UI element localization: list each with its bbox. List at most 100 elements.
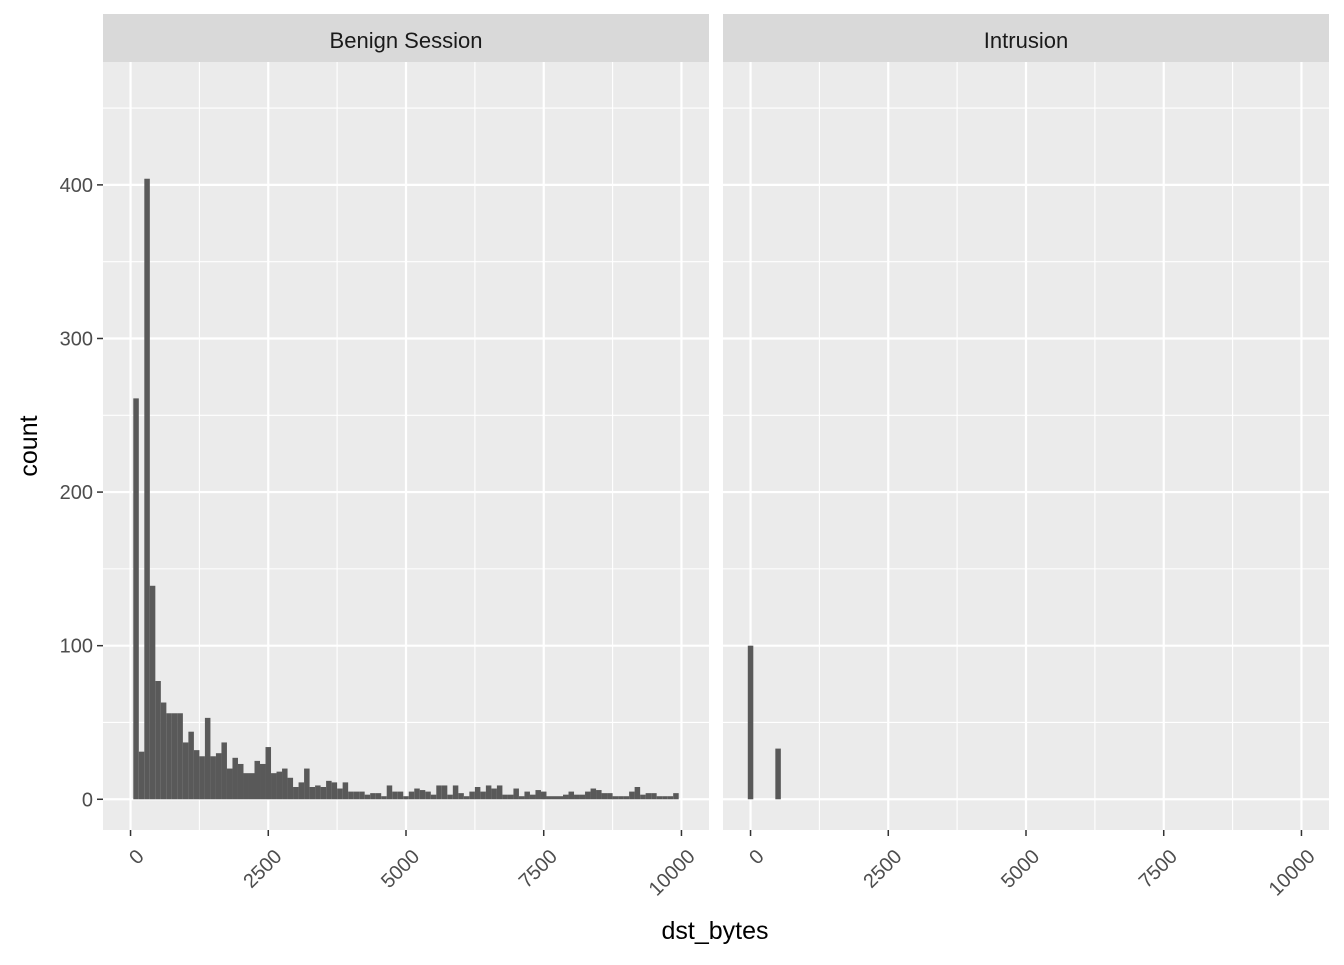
facet-panel-1: Intrusion 0 2500 5000 7500 10000 [723, 14, 1329, 900]
histogram-bar [221, 742, 227, 800]
histogram-bar [518, 796, 525, 800]
x-axis-title: dst_bytes [661, 917, 768, 945]
histogram-bar [248, 773, 255, 800]
histogram-bar [210, 756, 216, 800]
histogram-bar [392, 791, 398, 800]
histogram-bar [601, 793, 608, 800]
histogram-bar [193, 750, 200, 800]
histogram-bar [414, 788, 420, 800]
histogram-bar [331, 782, 338, 800]
histogram-bar [673, 793, 679, 800]
histogram-bar [320, 786, 327, 800]
x-tick-label: 0 [125, 846, 148, 869]
y-axis-title: count [15, 415, 43, 476]
histogram-bar [590, 788, 597, 800]
histogram-bar [563, 794, 569, 800]
histogram-bar [182, 742, 189, 800]
histogram-bar [133, 398, 139, 800]
histogram-bar [309, 786, 316, 800]
histogram-bar [568, 791, 575, 800]
histogram-bar [485, 785, 492, 800]
histogram-bar [574, 794, 580, 800]
histogram-bar [452, 785, 459, 800]
histogram-bar [747, 645, 754, 800]
histogram-bar [160, 702, 167, 800]
histogram-bar [298, 782, 305, 800]
histogram-bar [579, 794, 586, 800]
histogram-bar [237, 763, 244, 800]
histogram-bar [618, 796, 624, 800]
histogram-bar [171, 713, 178, 800]
histogram-bar [326, 780, 332, 800]
x-tick-label: 5000 [997, 846, 1044, 893]
histogram-bar [656, 796, 663, 800]
histogram-bar [419, 790, 426, 800]
histogram-bar [243, 773, 249, 800]
facet-strip [723, 14, 1329, 62]
histogram-bar [662, 796, 668, 800]
histogram-bar [282, 768, 288, 800]
histogram-bar [271, 773, 277, 800]
histogram-bar [634, 786, 641, 800]
histogram-bar [359, 791, 365, 800]
histogram-bar [370, 793, 376, 800]
y-axis: 0 100 200 300 400 [60, 175, 103, 811]
histogram-bar [155, 681, 161, 800]
y-tick-label: 400 [60, 175, 93, 197]
histogram-bar [386, 785, 393, 800]
histogram-bar [623, 796, 630, 800]
histogram-bar [513, 788, 519, 800]
x-tick-label: 2500 [859, 846, 906, 893]
histogram-bar [441, 785, 448, 800]
x-tick-label: 0 [745, 846, 768, 869]
histogram-bar [304, 768, 310, 800]
x-tick-label: 10000 [1265, 846, 1320, 901]
histogram-bar [188, 731, 194, 800]
histogram-bar [381, 796, 387, 800]
histogram-bar [177, 713, 183, 800]
histogram-bar [585, 791, 591, 800]
histogram-bar [287, 777, 294, 800]
y-tick-label: 300 [60, 328, 93, 350]
histogram-bar [436, 785, 442, 800]
histogram-bar [557, 796, 564, 800]
histogram-bar [364, 794, 371, 800]
histogram-bar [775, 748, 781, 800]
histogram-bar [551, 796, 558, 800]
histogram-bar [403, 796, 409, 800]
histogram-bar [458, 793, 464, 800]
histogram-bar [524, 791, 530, 800]
histogram-bar [226, 768, 233, 800]
histogram-bar [353, 791, 360, 800]
histogram-bar [232, 757, 238, 800]
y-tick-label: 200 [60, 482, 93, 504]
histogram-bar [651, 793, 657, 800]
histogram-bar [480, 791, 486, 800]
histogram-bar [348, 791, 354, 800]
histogram-bar [260, 763, 266, 800]
histogram-bar [138, 751, 145, 800]
histogram-bar [529, 794, 536, 800]
histogram-bar [293, 786, 299, 800]
facet-strip [103, 14, 709, 62]
histogram-bar [535, 790, 541, 800]
histogram-bar [342, 782, 349, 800]
histogram-bar [667, 796, 674, 800]
histogram-bar [469, 791, 475, 800]
y-tick-label: 0 [82, 789, 93, 811]
histogram-bar [337, 788, 343, 800]
histogram-bar [397, 791, 404, 800]
histogram-bar [540, 791, 547, 800]
histogram-bar [408, 791, 415, 800]
histogram-bar [315, 785, 321, 800]
histogram-bar [144, 178, 150, 800]
x-tick-label: 10000 [645, 846, 700, 901]
histogram-bar [491, 788, 497, 800]
histogram-bar [645, 793, 652, 800]
histogram-bar [612, 796, 619, 800]
histogram-bar [215, 753, 222, 800]
histogram-bar [425, 791, 431, 800]
